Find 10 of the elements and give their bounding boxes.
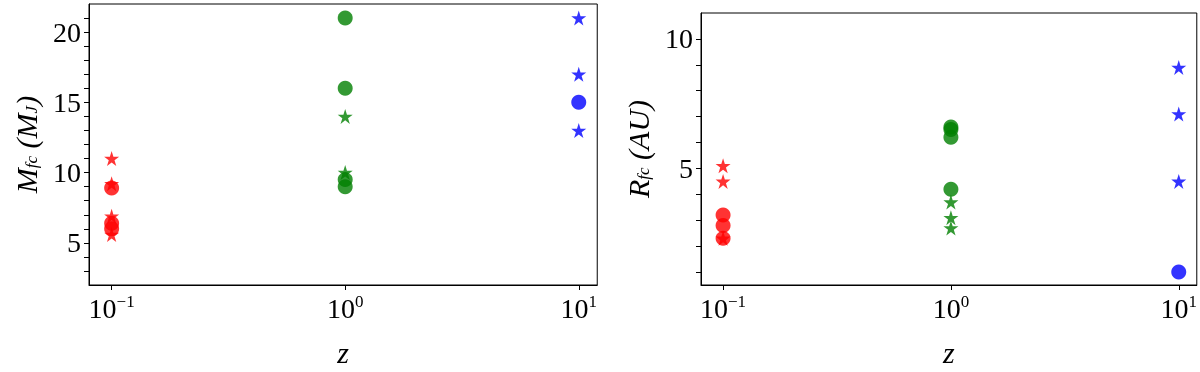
y-tick-label: 5 (67, 227, 81, 259)
y-tick-label: 20 (53, 16, 81, 48)
y-tick-label: 10 (53, 157, 81, 189)
x-axis-title: z (336, 335, 350, 369)
y-tick-label: 10 (665, 23, 693, 55)
x-axis-title: z (942, 335, 956, 369)
y-axis-title: Mfc (MJ) (9, 95, 44, 195)
y-tick-label: 5 (679, 152, 693, 184)
y-tick-label: 15 (53, 86, 81, 118)
y-axis-title: Rfc (AU) (621, 99, 656, 200)
